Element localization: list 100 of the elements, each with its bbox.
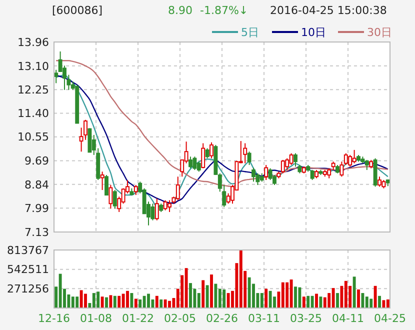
bar: [138, 299, 142, 308]
bar: [357, 289, 360, 308]
candlestick: [88, 128, 92, 153]
candlestick: [327, 168, 332, 179]
bar: [189, 283, 192, 308]
bar: [260, 293, 264, 308]
candlestick: [264, 164, 268, 180]
bar: [80, 290, 83, 308]
text: 2016-04-25 15:00:38: [270, 4, 387, 17]
y-tick-label: 13.10: [18, 60, 49, 73]
candlestick: [176, 176, 180, 201]
candlestick: [205, 148, 210, 159]
bar: [130, 293, 134, 308]
candlestick: [104, 174, 108, 196]
bar: [306, 296, 310, 308]
bar: [290, 279, 293, 308]
candlestick: [163, 200, 168, 211]
x-tick-label: 03-25: [290, 312, 322, 325]
candlestick: [280, 159, 285, 174]
candlestick: [112, 189, 117, 210]
bar: [134, 298, 138, 308]
bar: [126, 290, 129, 308]
bar: [202, 280, 205, 308]
y-tick-label: 7.13: [24, 226, 49, 239]
candlestick: [243, 142, 248, 164]
bar: [298, 287, 302, 308]
x-tick-label: 01-08: [80, 312, 112, 325]
y-tick-label: 10.55: [18, 130, 49, 144]
candlestick: [188, 156, 192, 169]
bar: [197, 293, 200, 308]
bar: [109, 295, 112, 308]
x-tick-label: 02-05: [164, 312, 196, 325]
bar: [92, 293, 96, 308]
x-tick-label: 12-16: [38, 312, 70, 325]
bar: [378, 296, 381, 308]
bar: [184, 268, 188, 308]
x-tick-label: 03-11: [248, 312, 280, 325]
bar: [286, 282, 289, 308]
candlestick: [252, 167, 256, 182]
bar: [319, 296, 322, 308]
bar: [168, 300, 171, 308]
bar: [147, 294, 150, 308]
candlestick: [285, 158, 290, 170]
y-tick-label: 13.96: [18, 36, 49, 49]
bar: [239, 250, 242, 308]
bar: [264, 288, 268, 308]
bar: [302, 296, 306, 308]
bar: [352, 276, 356, 308]
candlestick: [54, 69, 58, 84]
bar: [365, 296, 368, 308]
bar: [268, 290, 272, 308]
bar: [76, 296, 79, 308]
candlestick: [134, 184, 138, 196]
candlestick: [310, 169, 314, 180]
legend-label: 10日: [301, 26, 326, 39]
candlestick: [340, 161, 344, 178]
bar: [100, 296, 104, 308]
bar: [336, 293, 339, 308]
candlestick: [210, 142, 214, 159]
candlestick: [108, 184, 113, 210]
bar: [142, 296, 146, 308]
x-tick-label: 01-22: [122, 312, 154, 325]
bar: [160, 299, 163, 308]
y-tick-label: 813767: [7, 244, 49, 257]
candlestick: [192, 156, 197, 170]
bar: [248, 277, 251, 308]
y-tick-label: 9.69: [24, 154, 49, 168]
y-tick-label: 542511: [7, 263, 49, 276]
candlestick: [100, 171, 104, 190]
bar: [310, 296, 314, 308]
bar: [105, 297, 108, 308]
bar: [361, 293, 364, 308]
bar: [58, 274, 62, 308]
bar: [294, 286, 297, 308]
bar: [214, 284, 218, 308]
y-tick-label: 11.40: [18, 107, 49, 120]
bar: [164, 299, 167, 308]
bar: [222, 289, 226, 308]
bar: [84, 294, 87, 308]
y-tick-label: 12.25: [18, 83, 49, 96]
bar: [226, 293, 230, 308]
candlestick: [201, 142, 206, 169]
bar: [206, 285, 209, 308]
candlestick: [378, 176, 382, 188]
candlestick: [196, 161, 201, 172]
bar: [374, 286, 377, 308]
bar: [122, 294, 125, 308]
text: 8.90: [168, 4, 192, 17]
x-tick-label: 04-11: [332, 312, 364, 325]
candlestick: [168, 200, 172, 212]
x-tick-label: 02-26: [206, 312, 238, 325]
bar: [332, 288, 335, 308]
bar: [96, 292, 100, 308]
bar: [370, 298, 373, 308]
bar: [155, 296, 158, 308]
candlestick: [154, 198, 159, 221]
candlestick: [352, 149, 356, 164]
bar: [281, 282, 284, 308]
bar: [344, 280, 348, 308]
bar: [386, 299, 390, 308]
